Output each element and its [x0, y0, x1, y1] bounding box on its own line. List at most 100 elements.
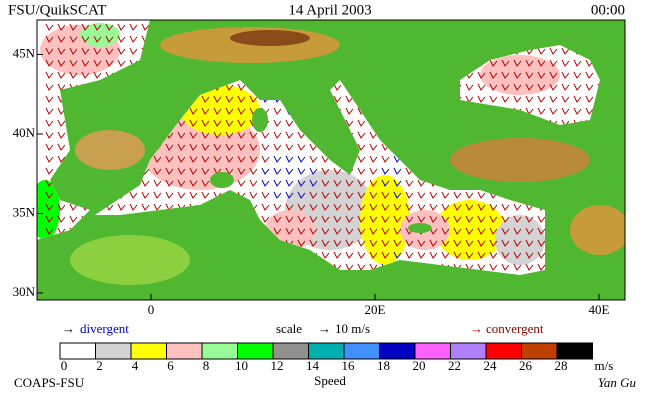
wind-arrow: [201, 191, 210, 199]
wind-arrow: [165, 143, 174, 151]
wind-arrow: [429, 191, 438, 199]
map: [37, 20, 625, 300]
wind-arrow: [309, 239, 318, 247]
wind-arrow: [393, 167, 402, 175]
wind-arrow: [225, 95, 234, 103]
wind-arrow: [213, 155, 222, 163]
colorbar-tick-label: 2: [96, 358, 103, 373]
wind-arrow: [501, 203, 510, 211]
wind-arrow: [345, 203, 354, 211]
wind-arrow: [369, 227, 378, 235]
wind-arrow: [321, 227, 330, 235]
lon-label: 20E: [365, 302, 386, 317]
wind-arrow: [201, 155, 210, 163]
lat-label: 45N: [13, 45, 36, 60]
wind-arrow: [453, 227, 462, 235]
wind-arrow: [465, 215, 474, 223]
wind-arrow: [333, 179, 342, 187]
wind-arrow: [177, 119, 186, 127]
header-left: FSU/QuikSCAT: [8, 2, 106, 18]
wind-arrow: [489, 71, 498, 79]
wind-arrow: [429, 239, 438, 247]
wind-arrow: [573, 83, 582, 91]
wind-arrow: [45, 95, 54, 103]
wind-arrow: [369, 191, 378, 199]
colorbar: 0 2 4 6 8 10 12 14 16 18 20 22 24 26 28 m/s: [59, 342, 613, 373]
wind-arrow: [321, 155, 330, 163]
wind-arrow: [69, 47, 78, 55]
map-frame: [36, 19, 626, 301]
wind-arrow: [45, 107, 54, 115]
wind-arrow: [345, 263, 354, 271]
wind-arrow: [453, 239, 462, 247]
wind-arrow: [45, 215, 54, 223]
wind-arrow: [417, 251, 426, 259]
wind-arrow: [477, 251, 486, 259]
wind-arrow: [453, 215, 462, 223]
wind-arrow: [129, 203, 138, 211]
wind-arrow: [381, 191, 390, 199]
wind-arrow: [489, 59, 498, 67]
colorbar-tick-label: 24: [484, 358, 498, 373]
wind-arrow: [237, 107, 246, 115]
wind-arrow: [357, 143, 366, 151]
wind-arrow: [537, 71, 546, 79]
wind-arrow: [201, 143, 210, 151]
wind-arrow: [237, 143, 246, 151]
wind-arrow: [501, 59, 510, 67]
wind-arrow: [237, 155, 246, 163]
wind-arrow: [513, 251, 522, 259]
wind-arrow: [45, 83, 54, 91]
wind-arrow: [309, 143, 318, 151]
wind-arrow: [225, 83, 234, 91]
wind-arrow: [321, 203, 330, 211]
wind-arrow: [513, 95, 522, 103]
wind-arrow: [81, 59, 90, 67]
wind-arrow: [261, 167, 270, 175]
wind-arrow: [45, 23, 54, 31]
wind-arrow: [141, 23, 150, 31]
wind-arrow: [117, 203, 126, 211]
wind-arrow: [57, 215, 66, 223]
wind-arrow: [525, 83, 534, 91]
wind-arrow: [93, 23, 102, 31]
wind-arrow: [417, 179, 426, 187]
wind-arrow: [45, 59, 54, 67]
wind-arrow: [513, 71, 522, 79]
wind-arrow: [501, 251, 510, 259]
wind-arrow: [453, 251, 462, 259]
legend-scale-value: 10 m/s: [335, 321, 370, 336]
wind-arrow: [297, 203, 306, 211]
header-right: 00:00: [591, 2, 625, 18]
wind-arrow: [369, 203, 378, 211]
wind-arrow: [309, 203, 318, 211]
wind-arrow: [225, 119, 234, 127]
wind-arrow: [57, 59, 66, 67]
wind-arrow: [525, 251, 534, 259]
wind-arrow: [573, 95, 582, 103]
header-center: 14 April 2003: [288, 2, 371, 18]
wind-arrow: [561, 107, 570, 115]
wind-arrow: [333, 251, 342, 259]
wind-arrow: [561, 59, 570, 67]
colorbar-tick-label: 18: [377, 358, 390, 373]
colorbar-tick-label: 4: [132, 358, 139, 373]
wind-arrow: [537, 107, 546, 115]
wind-arrow: [213, 131, 222, 139]
wind-arrow: [321, 191, 330, 199]
wind-arrow: [321, 167, 330, 175]
colorbar-tick-label: 8: [203, 358, 210, 373]
wind-arrow: [333, 215, 342, 223]
wind-arrow: [129, 23, 138, 31]
wind-arrow: [165, 167, 174, 175]
wind-arrow: [513, 239, 522, 247]
wind-arrow: [525, 203, 534, 211]
wind-arrow: [501, 227, 510, 235]
wind-arrow: [381, 239, 390, 247]
wind-arrow: [537, 47, 546, 55]
wind-arrow: [237, 119, 246, 127]
colorbar-swatch: [414, 342, 451, 360]
wind-arrow: [501, 215, 510, 223]
wind-arrow: [585, 107, 594, 115]
wind-arrow: [369, 131, 378, 139]
